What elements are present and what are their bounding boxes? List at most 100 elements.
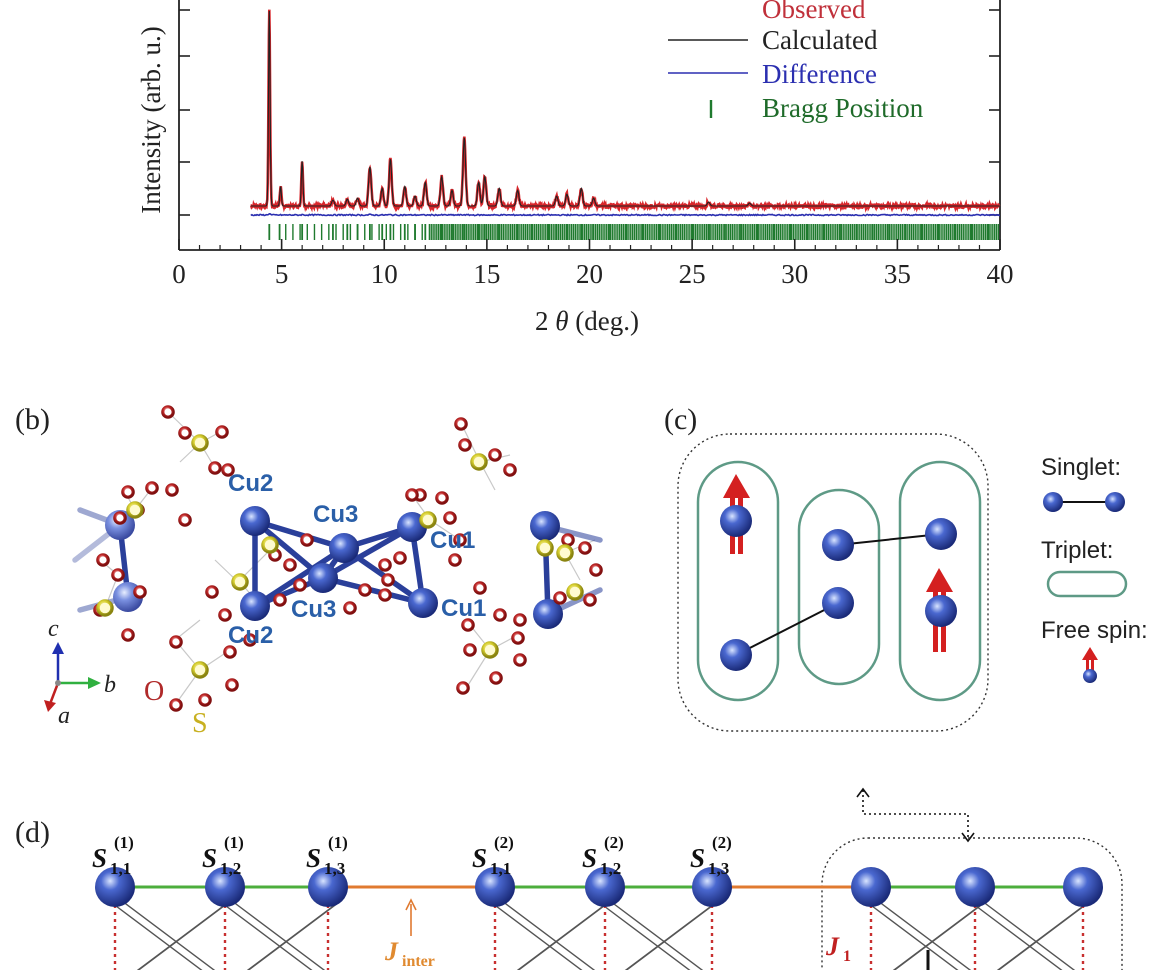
sulfur-atom <box>191 434 209 452</box>
oxygen-atom <box>145 481 159 495</box>
x-tick-label: 20 <box>576 259 603 289</box>
oxygen-atom <box>489 671 503 685</box>
oxygen-atom <box>561 533 575 547</box>
legend-observed-label: Observed <box>762 0 866 24</box>
sulfur-label: S <box>192 708 208 739</box>
j-inter-annotation: J inter <box>384 898 435 970</box>
spin-label: S 1,3 (1) <box>306 833 348 878</box>
cu-atom <box>408 588 438 618</box>
singlet-legend-site <box>1043 492 1063 512</box>
triplet-legend-label: Triplet: <box>1041 537 1113 564</box>
j-inter-subscript: inter <box>402 953 435 970</box>
oxygen-atom <box>583 593 597 607</box>
panel-d-spin-chain: (d) <box>15 816 1123 970</box>
oxygen-atom <box>511 631 525 645</box>
spin-label: S 1,2 (2) <box>582 833 624 878</box>
j1-symbol: J <box>825 932 840 961</box>
panel-c-label: (c) <box>664 403 697 436</box>
oxygen-atom <box>453 533 467 547</box>
cu-atoms <box>105 506 563 629</box>
panel-c-spin-diagram: (c) <box>664 403 1148 843</box>
y-axis-label: Intensity (arb. u.) <box>136 26 166 213</box>
difference-series <box>250 212 1001 217</box>
oxygen-atom <box>493 608 507 622</box>
svg-text:S: S <box>92 843 107 873</box>
oxygen-atom <box>121 628 135 642</box>
oxygen-atom <box>121 485 135 499</box>
svg-text:(1): (1) <box>224 833 244 852</box>
chain-sites <box>95 867 1103 907</box>
svg-text:(2): (2) <box>604 833 624 852</box>
oxygen-label: O <box>144 676 164 707</box>
legend-difference-label: Difference <box>762 59 877 89</box>
svg-text:1,1: 1,1 <box>490 859 511 878</box>
cu1-top-label: Cu1 <box>430 527 475 554</box>
chain-site <box>585 867 625 907</box>
sulfur-atom <box>481 641 499 659</box>
spin-site <box>720 505 752 537</box>
cu-labels: Cu2 Cu3 Cu1 Cu2 Cu3 Cu1 <box>228 470 486 649</box>
oxygen-atom <box>96 553 110 567</box>
oxygen-atom <box>458 438 472 452</box>
panel-b-crystal-structure: (b) <box>15 403 603 739</box>
sulfur-atom <box>96 599 114 617</box>
chain-site <box>692 867 732 907</box>
sulfur-atoms <box>96 434 584 679</box>
oxygen-atom <box>293 578 307 592</box>
oxygen-atom <box>553 591 567 605</box>
oxygen-atom <box>178 513 192 527</box>
legend-calculated-label: Calculated <box>762 25 878 55</box>
cu2-top-label: Cu2 <box>228 470 273 497</box>
oxygen-atom <box>161 405 175 419</box>
chain-site <box>1063 867 1103 907</box>
spin-label: S 1,1 (2) <box>472 833 514 878</box>
sulfur-atom <box>191 661 209 679</box>
oxygen-atoms <box>93 405 603 712</box>
panel-c-legend: Singlet: Triplet: Free spin: <box>1041 454 1148 683</box>
x-tick-label: 5 <box>275 259 289 289</box>
oxygen-atom <box>473 581 487 595</box>
oxygen-atom <box>461 618 475 632</box>
oxygen-atom <box>456 681 470 695</box>
x-tick-label: 40 <box>987 259 1014 289</box>
cu-atom <box>329 533 359 563</box>
x-tick-label: 10 <box>371 259 398 289</box>
spin-label: S 1,1 (1) <box>92 833 134 878</box>
svg-text:1,2: 1,2 <box>600 859 621 878</box>
chain-site <box>205 867 245 907</box>
oxygen-atom <box>113 511 127 525</box>
oxygen-atom <box>169 698 183 712</box>
oxygen-atom <box>169 635 183 649</box>
x-tick-label: 25 <box>679 259 706 289</box>
svg-text:(1): (1) <box>328 833 348 852</box>
oxygen-atom <box>208 461 222 475</box>
oxygen-atom <box>443 511 457 525</box>
oxygen-atom <box>448 553 462 567</box>
oxygen-atom <box>378 558 392 572</box>
oxygen-atom <box>133 585 147 599</box>
difference-line <box>250 212 1001 217</box>
spin-site <box>822 587 854 619</box>
free-spin-legend-label: Free spin: <box>1041 617 1148 644</box>
svg-text:1,1: 1,1 <box>110 859 131 878</box>
spin-label: S 1,2 (1) <box>202 833 244 878</box>
sulfur-atom <box>470 453 488 471</box>
svg-text:S: S <box>582 843 597 873</box>
axis-a-label: a <box>58 703 70 729</box>
chain-site <box>955 867 995 907</box>
svg-text:1,2: 1,2 <box>220 859 241 878</box>
oxygen-atom <box>381 573 395 587</box>
sulfur-atom <box>419 511 437 529</box>
cu3-bottom-label: Cu3 <box>291 596 336 623</box>
panel-d-label: (d) <box>15 816 50 849</box>
cu-atom <box>240 591 270 621</box>
j-inter-symbol: J <box>384 937 399 966</box>
axis-b-label: b <box>104 672 116 698</box>
triplet-legend-swatch <box>1046 570 1128 598</box>
x-axis-ticks: 0 5 10 15 20 25 30 35 40 <box>172 239 1014 289</box>
oxygen-atom <box>111 568 125 582</box>
oxygen-atom <box>503 463 517 477</box>
triplet-capsule <box>797 488 881 686</box>
sulfur-atom <box>556 544 574 562</box>
spin-sites <box>720 505 957 671</box>
